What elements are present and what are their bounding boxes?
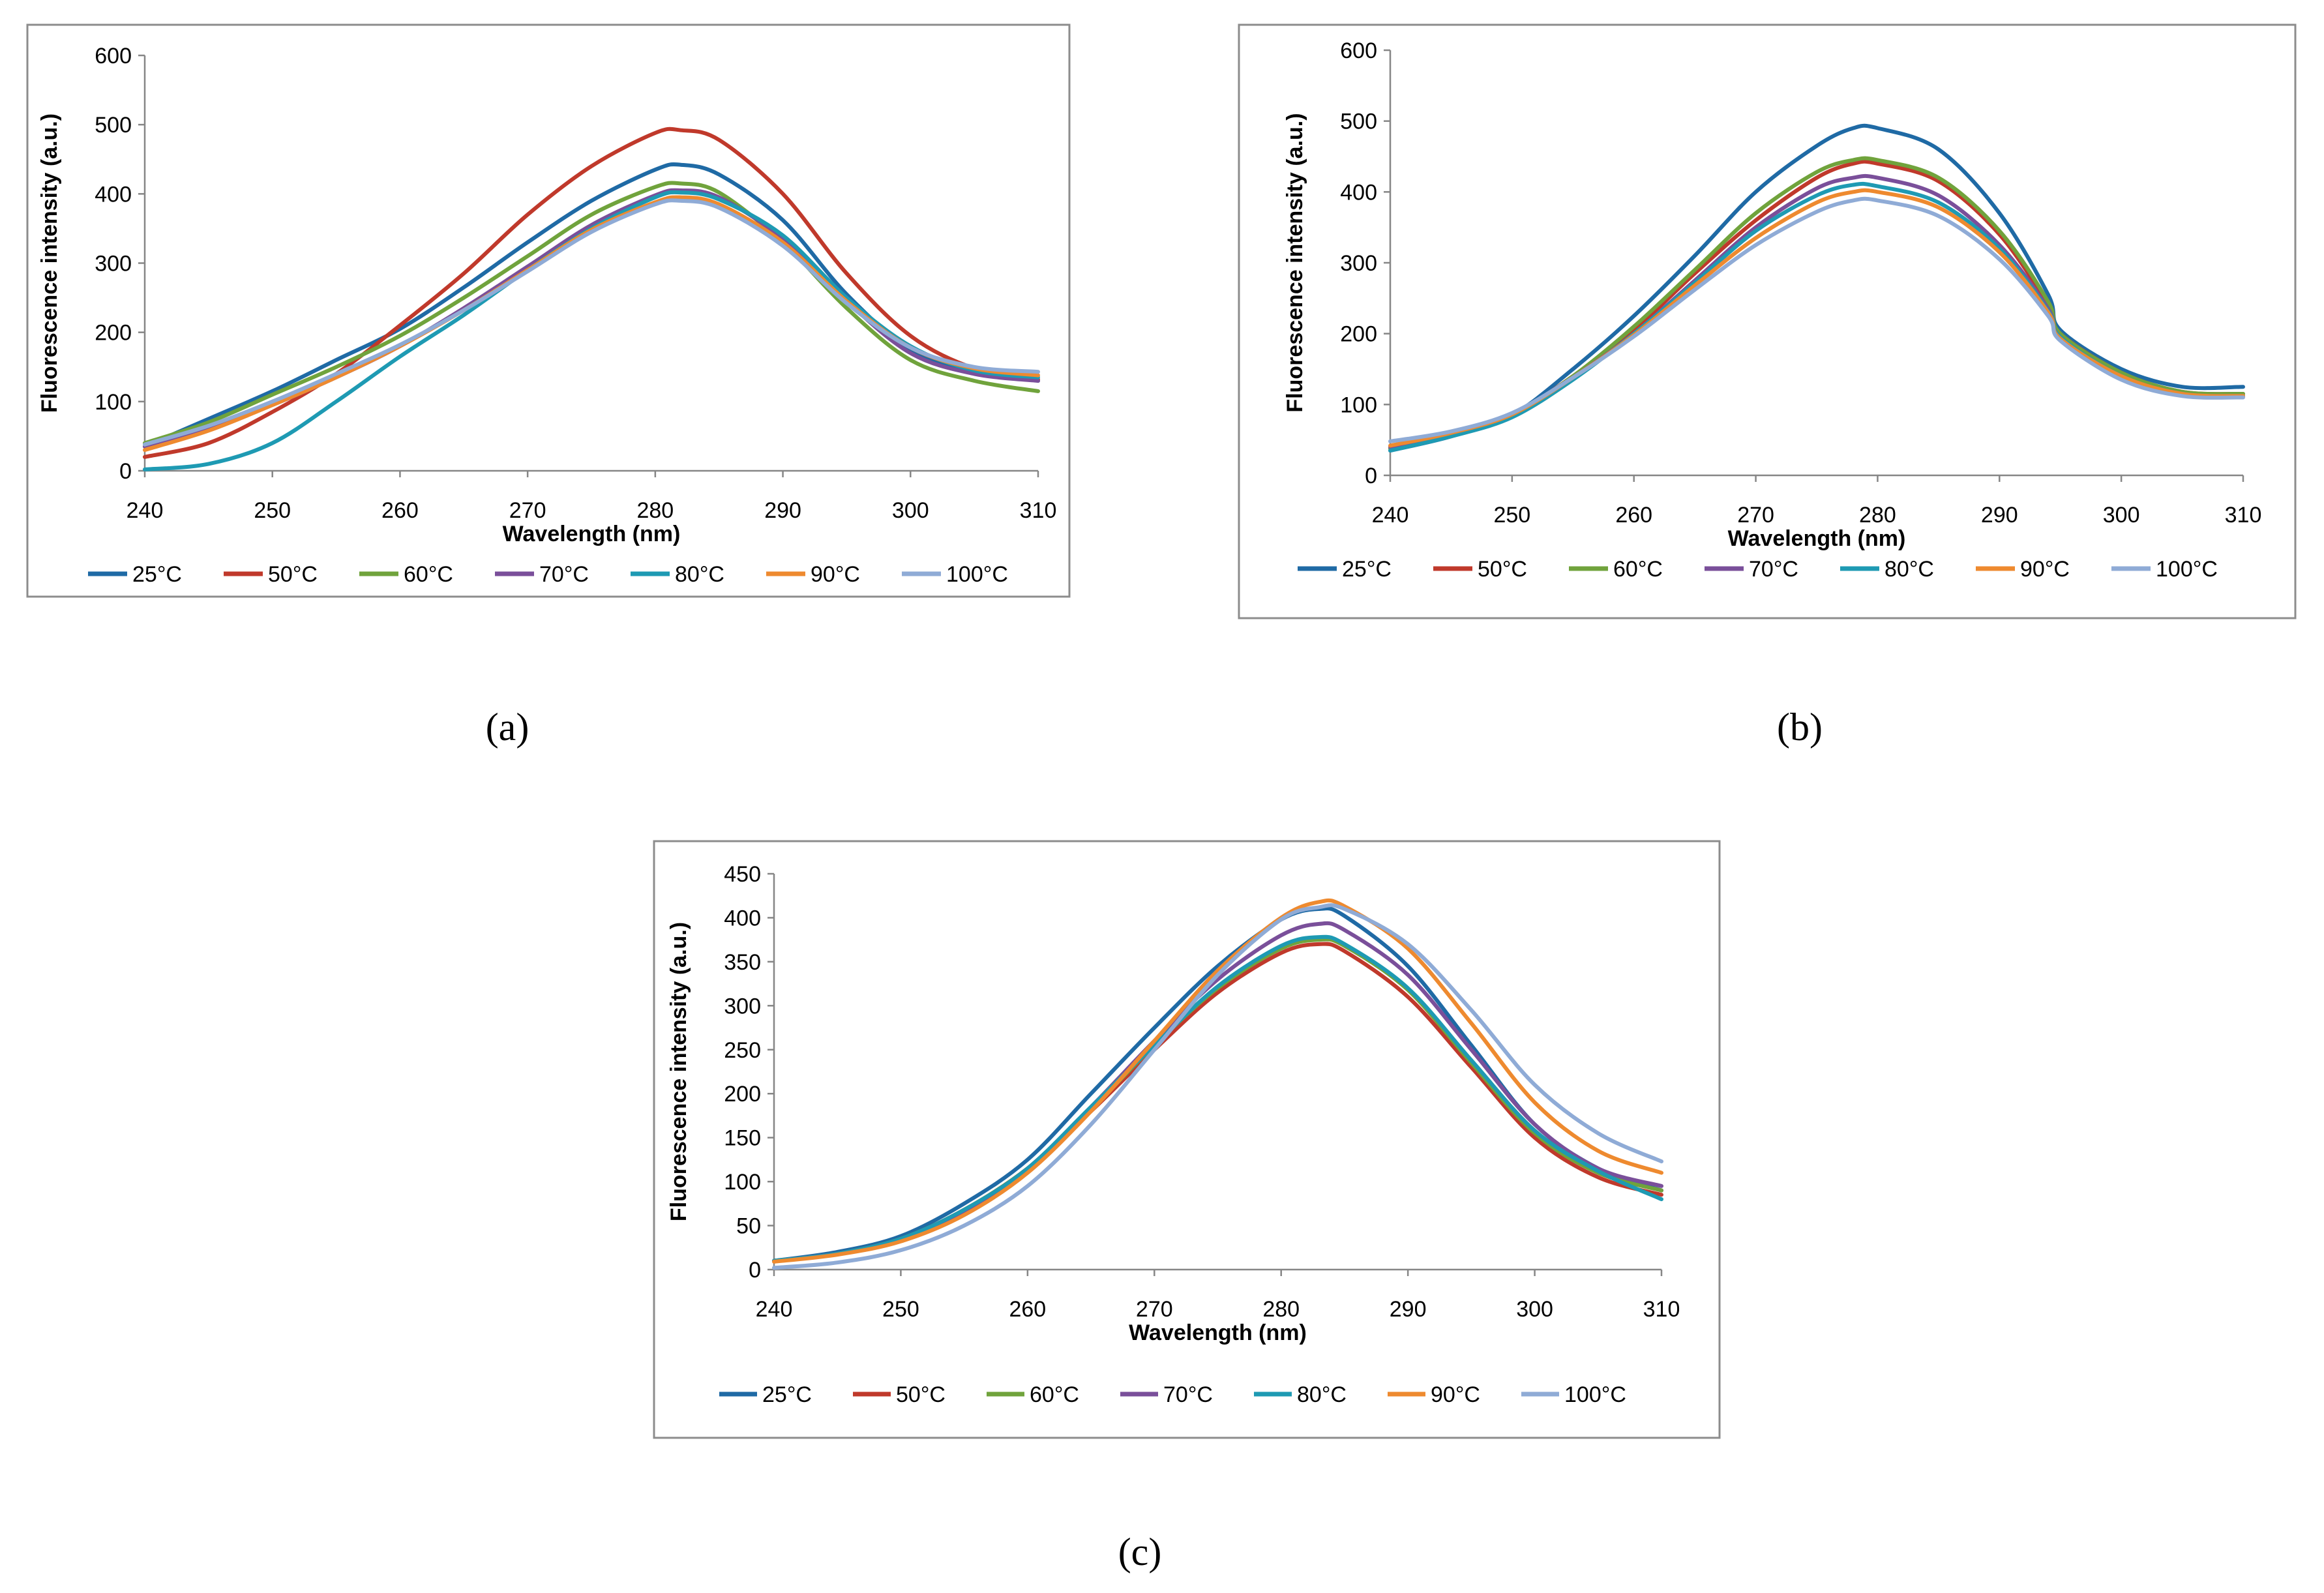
x-tick-label: 300: [2103, 503, 2140, 528]
x-tick-label: 250: [1493, 503, 1530, 528]
x-tick-label: 310: [1020, 498, 1057, 523]
x-tick-label: 290: [1390, 1297, 1427, 1322]
y-axis-title: Fluorescence intensity (a.u.): [37, 113, 62, 413]
legend-entry: 100°C: [1564, 1382, 1626, 1407]
legend-entry: 50°C: [1478, 557, 1527, 582]
legend-entry: 90°C: [2020, 557, 2070, 582]
legend-entry: 25°C: [1342, 557, 1392, 582]
legend-entry: 100°C: [946, 562, 1008, 587]
y-tick-label: 200: [1340, 322, 1377, 347]
legend-entry: 90°C: [1431, 1382, 1480, 1407]
x-tick-label: 270: [1136, 1297, 1173, 1322]
x-tick-label: 310: [2225, 503, 2262, 528]
panel-c: 0 50 100 150 200 250 300 350 400 450 240 250 260 270 2…: [653, 840, 1721, 1439]
y-tick-label: 600: [95, 44, 132, 68]
series-line-60c: [143, 181, 1040, 445]
legend-entry: 70°C: [1163, 1382, 1213, 1407]
panel-caption-c: (c): [1118, 1530, 1162, 1573]
x-tick-label: 270: [509, 498, 546, 523]
y-tick-label: 400: [724, 906, 761, 930]
y-tick-label: 500: [1340, 110, 1377, 134]
y-tick-label: 600: [1340, 38, 1377, 63]
legend-entry: 25°C: [132, 562, 182, 587]
y-tick-label: 250: [724, 1038, 761, 1063]
legend-entry: 60°C: [1613, 557, 1663, 582]
panel-b: 0 100 200 300 400 500 600 240 250 260 270 280 290 300…: [1238, 23, 2297, 619]
y-tick-label: 150: [724, 1126, 761, 1151]
x-tick-label: 250: [882, 1297, 919, 1322]
y-tick-label: 100: [724, 1170, 761, 1195]
panel-caption-a: (a): [486, 706, 529, 749]
y-tick-label: 350: [724, 950, 761, 975]
x-tick-label: 310: [1643, 1297, 1680, 1322]
x-tick-label: 260: [381, 498, 419, 523]
y-tick-label: 400: [95, 182, 132, 207]
x-tick-label: 280: [636, 498, 674, 523]
y-tick-label: 0: [119, 459, 132, 484]
y-axis-title: Fluorescence intensity (a.u.): [666, 922, 691, 1221]
y-tick-label: 200: [724, 1082, 761, 1107]
series-line-100c: [143, 198, 1040, 447]
x-axis-title: Wavelength (nm): [503, 522, 681, 546]
y-tick-label: 300: [95, 252, 132, 276]
y-tick-label: 50: [736, 1214, 761, 1239]
x-tick-label: 250: [254, 498, 291, 523]
x-tick-label: 260: [1615, 503, 1652, 528]
y-tick-label: 0: [749, 1258, 761, 1283]
chart-frame: [653, 840, 1721, 1439]
y-tick-label: 100: [95, 390, 132, 415]
chart-frame: [1238, 23, 2297, 619]
x-tick-label: 270: [1737, 503, 1774, 528]
y-tick-label: 300: [1340, 251, 1377, 276]
legend-entry: 60°C: [404, 562, 453, 587]
y-tick-label: 0: [1365, 464, 1377, 488]
panel-a: 0 100 200 300 400 500 600 240 250 260 270 280 290 300…: [26, 23, 1071, 598]
x-axis-title: Wavelength (nm): [1728, 526, 1906, 551]
x-axis-title: Wavelength (nm): [1129, 1320, 1307, 1345]
series-line-100c: [1388, 196, 2245, 443]
series-line-80c: [772, 934, 1663, 1263]
legend-entry: 80°C: [1297, 1382, 1347, 1407]
chart-frame: [26, 23, 1071, 598]
legend-entry: 100°C: [2156, 557, 2218, 582]
x-tick-label: 240: [1372, 503, 1409, 528]
legend-entry: 80°C: [1885, 557, 1934, 582]
x-tick-label: 300: [892, 498, 929, 523]
x-tick-label: 240: [127, 498, 164, 523]
x-tick-label: 290: [1981, 503, 2018, 528]
x-tick-label: 240: [756, 1297, 793, 1322]
x-tick-label: 260: [1009, 1297, 1046, 1322]
series-line-100c: [772, 903, 1663, 1270]
legend-entry: 25°C: [762, 1382, 812, 1407]
y-tick-label: 100: [1340, 393, 1377, 417]
x-tick-label: 280: [1859, 503, 1896, 528]
series-line-90c: [772, 898, 1663, 1264]
y-tick-label: 400: [1340, 180, 1377, 205]
series-line-25c: [1388, 123, 2245, 453]
legend-entry: 80°C: [675, 562, 724, 587]
x-tick-label: 290: [764, 498, 801, 523]
x-tick-label: 280: [1262, 1297, 1300, 1322]
y-tick-label: 500: [95, 113, 132, 138]
x-tick-label: 300: [1516, 1297, 1553, 1322]
legend-entry: 60°C: [1030, 1382, 1079, 1407]
y-tick-label: 200: [95, 321, 132, 346]
legend-entry: 90°C: [811, 562, 860, 587]
legend-entry: 70°C: [539, 562, 589, 587]
y-axis-title: Fluorescence intensity (a.u.): [1283, 113, 1307, 412]
y-tick-label: 300: [724, 994, 761, 1019]
legend-entry: 50°C: [896, 1382, 946, 1407]
y-tick-label: 450: [724, 862, 761, 887]
legend-entry: 50°C: [268, 562, 318, 587]
legend-entry: 70°C: [1749, 557, 1798, 582]
panel-caption-b: (b): [1777, 706, 1823, 749]
